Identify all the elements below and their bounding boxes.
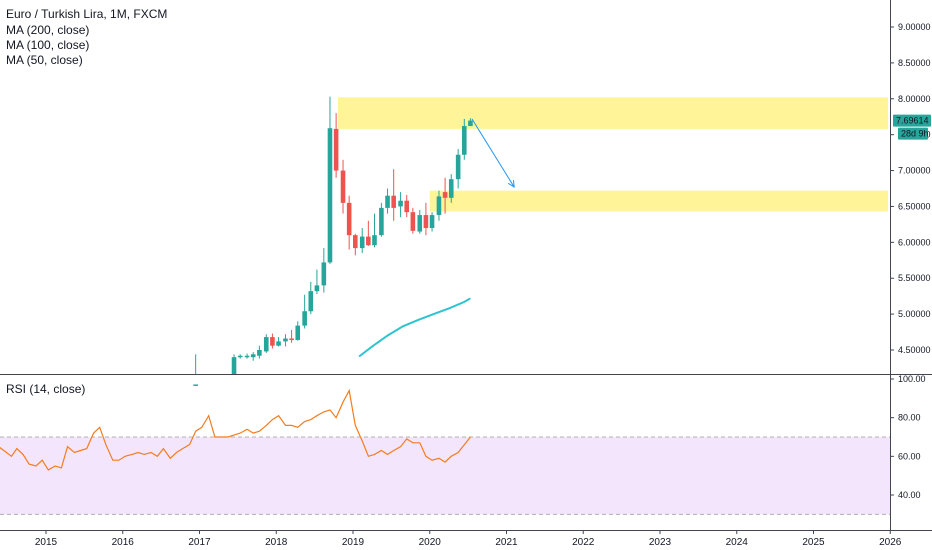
candle[interactable] (333, 113, 339, 178)
rsi-band-layer (0, 436, 890, 515)
candles-layer (193, 96, 473, 386)
projection-layer (471, 118, 515, 189)
candle[interactable] (417, 210, 423, 234)
candle[interactable] (404, 194, 410, 218)
rsi-y-ticks-layer: 100.00 80.00 60.00 40.00 (890, 374, 926, 500)
last-price-label: 7.69614 (896, 116, 929, 126)
ma50-line[interactable] (358, 297, 471, 358)
candle[interactable] (379, 202, 384, 237)
candle[interactable] (410, 207, 416, 234)
candle[interactable] (346, 195, 352, 250)
candle[interactable] (250, 352, 256, 361)
candle[interactable] (372, 213, 377, 248)
candle[interactable] (359, 227, 365, 254)
rsi-legend[interactable]: RSI (14, close) (6, 382, 86, 396)
price-tick-label: 5.00000 (898, 309, 931, 319)
legend-ma100[interactable]: MA (100, close) (6, 38, 90, 52)
candle[interactable] (193, 354, 198, 386)
candle[interactable] (237, 354, 243, 359)
candle[interactable] (436, 190, 442, 221)
time-tick-label: 2026 (879, 537, 902, 548)
rsi-tick-label: 80.00 (898, 413, 921, 423)
ma-layer (358, 297, 471, 358)
candle[interactable] (321, 248, 327, 293)
candle[interactable] (289, 329, 294, 343)
price-tick-label: 9.00000 (898, 22, 931, 32)
candle[interactable] (461, 118, 467, 160)
price-tick-label: 6.50000 (898, 201, 931, 211)
rsi-tick-label: 100.00 (898, 374, 926, 384)
legend-ma50[interactable]: MA (50, close) (6, 53, 83, 67)
axes-layer (0, 0, 932, 531)
time-tick-label: 2023 (649, 537, 672, 548)
candle[interactable] (308, 281, 314, 315)
time-tick-label: 2018 (265, 537, 288, 548)
time-tick-label: 2019 (342, 537, 365, 548)
candle[interactable] (385, 188, 390, 214)
candle[interactable] (244, 353, 250, 359)
zones-layer (337, 97, 888, 212)
candle[interactable] (270, 333, 275, 349)
time-tick-label: 2022 (572, 537, 595, 548)
candle[interactable] (314, 269, 320, 295)
chart-title: Euro / Turkish Lira, 1M, FXCM (6, 7, 168, 21)
resistance-zone-0[interactable] (337, 97, 888, 129)
candle[interactable] (257, 345, 262, 359)
x-ticks-layer: 2015 2016 2017 2018 2019 2020 2021 2022 2023 2024… (35, 530, 902, 548)
last-price-badge: 7.69614 (893, 114, 931, 127)
rsi-line[interactable] (0, 388, 471, 471)
candle[interactable] (327, 96, 333, 264)
candle[interactable] (366, 220, 371, 246)
candle[interactable] (353, 233, 358, 256)
time-tick-label: 2024 (726, 537, 749, 548)
projection-arrow[interactable] (471, 118, 515, 189)
time-remaining-badge: 28d 9h (898, 127, 929, 140)
rsi-layer (0, 388, 471, 471)
candle[interactable] (442, 177, 448, 214)
candle[interactable] (340, 159, 346, 214)
candle[interactable] (263, 334, 269, 353)
price-tick-label: 8.00000 (898, 94, 931, 104)
price-tick-label: 5.50000 (898, 273, 931, 283)
legend-ma200[interactable]: MA (200, close) (6, 23, 90, 37)
candle[interactable] (283, 334, 288, 347)
price-tick-label: 6.00000 (898, 237, 931, 247)
badges-layer: 7.69614 28d 9h (893, 114, 931, 140)
y-ticks-layer: 9.000008.500008.000007.500007.000006.500… (890, 22, 931, 355)
time-tick-label: 2021 (495, 537, 518, 548)
candle[interactable] (231, 354, 237, 374)
time-tick-label: 2025 (802, 537, 825, 548)
candle[interactable] (398, 192, 403, 218)
candle[interactable] (448, 174, 454, 203)
candle[interactable] (429, 212, 435, 232)
candle[interactable] (455, 149, 461, 189)
candle[interactable] (468, 118, 473, 127)
time-tick-label: 2016 (112, 537, 135, 548)
rsi-band (0, 437, 890, 515)
candle[interactable] (276, 337, 281, 347)
candle[interactable] (295, 321, 301, 341)
candle[interactable] (423, 202, 429, 236)
rsi-tick-label: 60.00 (898, 451, 921, 461)
time-remaining-label: 28d 9h (901, 129, 929, 139)
time-tick-label: 2015 (35, 537, 58, 548)
time-tick-label: 2017 (188, 537, 211, 548)
price-tick-label: 4.50000 (898, 345, 931, 355)
candle[interactable] (391, 169, 396, 221)
price-tick-label: 8.50000 (898, 58, 931, 68)
candle[interactable] (302, 294, 307, 329)
resistance-zone-1[interactable] (429, 190, 888, 212)
time-tick-label: 2020 (419, 537, 442, 548)
price-tick-label: 7.00000 (898, 166, 931, 176)
rsi-tick-label: 40.00 (898, 490, 921, 500)
